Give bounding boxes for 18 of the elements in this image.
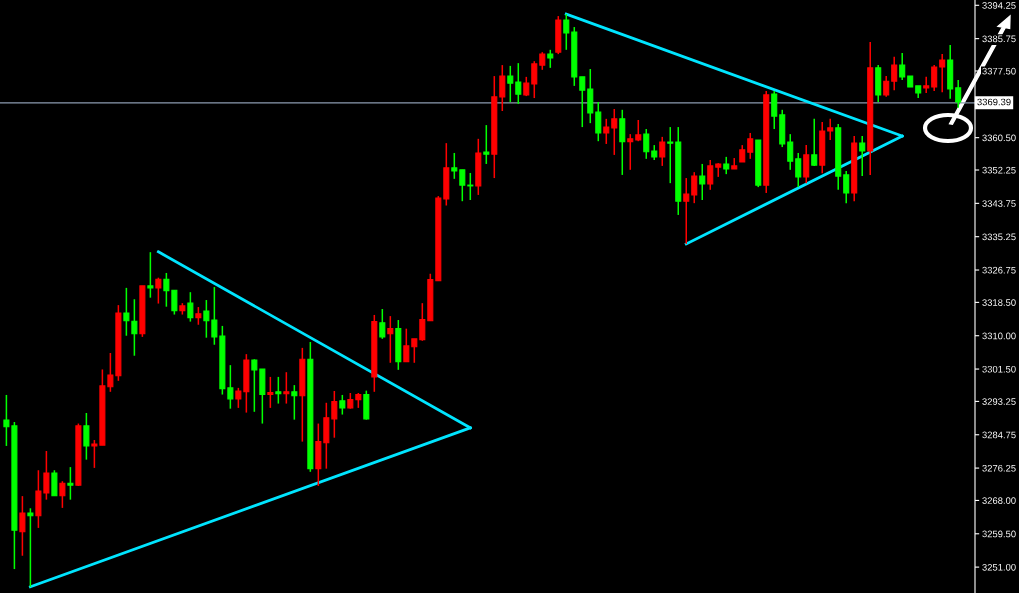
y-tick-label: 3343.75 xyxy=(982,200,1016,207)
y-tick-label: 3360.50 xyxy=(982,134,1016,142)
y-tick-label: 3251.00 xyxy=(982,563,1016,571)
y-tick-label: 3268.00 xyxy=(982,497,1016,504)
y-tick-label: 3259.50 xyxy=(982,530,1016,538)
y-tick-label: 3293.25 xyxy=(982,398,1016,405)
y-tick-label: 3310.00 xyxy=(982,332,1016,340)
y-tick-label: 3326.75 xyxy=(982,266,1016,274)
y-tick-label: 3276.25 xyxy=(982,464,1016,472)
ref-line-label: 3369.39 xyxy=(977,98,1011,106)
y-tick-label: 3301.50 xyxy=(982,365,1016,373)
y-tick-label: 3352.25 xyxy=(982,166,1016,174)
y-tick-label: 3394.25 xyxy=(982,2,1016,9)
y-tick-label: 3335.25 xyxy=(982,233,1016,241)
y-tick-label: 3377.50 xyxy=(982,67,1016,75)
y-tick-label: 3385.75 xyxy=(982,35,1016,43)
y-tick-label: 3318.50 xyxy=(982,299,1016,306)
y-tick-label: 3284.75 xyxy=(982,431,1016,439)
